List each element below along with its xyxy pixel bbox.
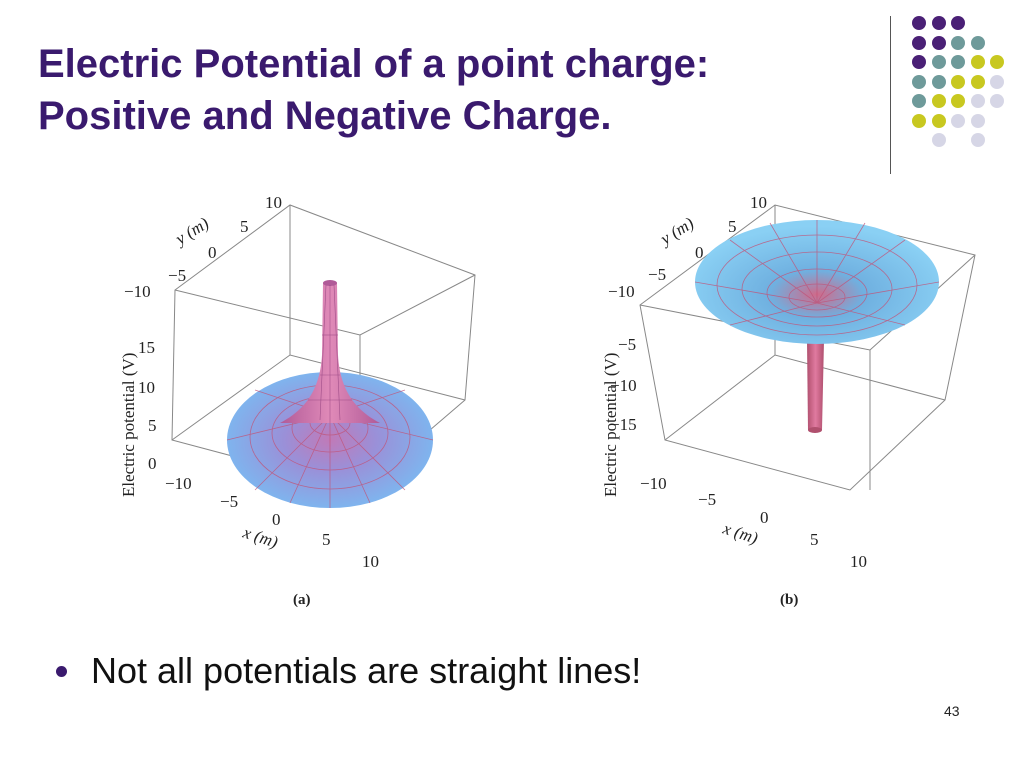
decorative-dot bbox=[970, 55, 985, 69]
decorative-dot bbox=[912, 55, 926, 69]
panel-a-v-tick: 10 bbox=[138, 378, 155, 397]
panel-b-v-tick: −5 bbox=[618, 335, 636, 354]
decorative-dot bbox=[951, 74, 965, 89]
slide-title-line-2: Positive and Negative Charge. bbox=[38, 94, 612, 138]
decorative-dot bbox=[970, 133, 985, 147]
panel-a-v-tick: 15 bbox=[138, 338, 155, 357]
panel-b-v-tick: −10 bbox=[610, 376, 637, 395]
decorative-dot bbox=[970, 113, 985, 128]
panel-a-spike-top bbox=[323, 280, 337, 286]
panel-a-v-axis-label: Electric potential (V) bbox=[119, 353, 138, 497]
panel-b-x-tick: 0 bbox=[760, 508, 769, 527]
panel-b-x-tick: −5 bbox=[698, 490, 716, 509]
decorative-dot bbox=[970, 74, 985, 89]
panel-a-x-tick: 10 bbox=[362, 552, 379, 571]
panel-a-x-tick: 5 bbox=[322, 530, 331, 549]
potential-figure: 10 5 0 −5 −10 y (m) 15 10 5 0 Electric p… bbox=[110, 185, 990, 615]
panel-b-x-tick: −10 bbox=[640, 474, 667, 493]
panel-a-y-tick: 5 bbox=[240, 217, 249, 236]
decorative-dot bbox=[951, 16, 965, 30]
slide-title: Electric Potential of a point charge: Po… bbox=[38, 38, 709, 142]
panel-b-y-tick: 10 bbox=[750, 193, 767, 212]
decorative-dot bbox=[912, 35, 926, 50]
decorative-dot-grid bbox=[900, 10, 1020, 170]
panel-a-v-tick: 0 bbox=[148, 454, 157, 473]
decorative-dot bbox=[951, 113, 965, 128]
bullet-item: Not all potentials are straight lines! bbox=[56, 650, 641, 692]
panel-a-x-tick: 0 bbox=[272, 510, 281, 529]
bullet-text: Not all potentials are straight lines! bbox=[91, 650, 642, 691]
panel-a-y-tick: 0 bbox=[208, 243, 217, 262]
panel-b-x-tick: 10 bbox=[850, 552, 867, 571]
decorative-dot bbox=[951, 35, 965, 50]
panel-a-caption: (a) bbox=[293, 592, 311, 608]
decorative-dot bbox=[951, 94, 965, 108]
panel-b-v-axis-label: Electric potential (V) bbox=[601, 353, 620, 497]
panel-b-y-tick: −10 bbox=[608, 282, 635, 301]
panel-a-y-axis-label: y (m) bbox=[170, 213, 212, 249]
panel-b-y-tick: 0 bbox=[695, 243, 704, 262]
decorative-dot bbox=[931, 133, 946, 147]
header-divider bbox=[890, 16, 891, 174]
decorative-dot bbox=[970, 35, 985, 50]
panel-b-mesh bbox=[694, 220, 940, 336]
panel-b-x-tick: 5 bbox=[810, 530, 819, 549]
panel-a: 10 5 0 −5 −10 y (m) 15 10 5 0 Electric p… bbox=[119, 193, 476, 608]
panel-a-v-tick: 5 bbox=[148, 416, 157, 435]
panel-b-y-tick: 5 bbox=[728, 217, 737, 236]
decorative-dot bbox=[990, 94, 1004, 108]
panel-a-spike-lines bbox=[308, 284, 352, 423]
panel-b-v-tick: −15 bbox=[610, 415, 637, 434]
panel-b-spike bbox=[807, 340, 824, 430]
panel-a-x-tick: −10 bbox=[165, 474, 192, 493]
panel-b-x-axis-label: x (m) bbox=[720, 518, 761, 547]
panel-a-y-tick: −5 bbox=[168, 266, 186, 285]
decorative-dot bbox=[912, 74, 926, 89]
panel-a-y-tick: 10 bbox=[265, 193, 282, 212]
decorative-dot bbox=[931, 113, 946, 128]
panel-b-spike-bottom bbox=[808, 427, 822, 433]
panel-a-x-tick: −5 bbox=[220, 492, 238, 511]
panel-b-caption: (b) bbox=[780, 592, 798, 608]
decorative-dot bbox=[912, 94, 926, 108]
panel-a-y-tick: −10 bbox=[124, 282, 151, 301]
decorative-dot bbox=[931, 35, 946, 50]
decorative-dot bbox=[970, 94, 985, 108]
panel-b: 10 5 0 −5 −10 y (m) −5 −10 −15 Electric … bbox=[601, 193, 976, 608]
panel-b-y-axis-label: y (m) bbox=[655, 213, 697, 249]
bullet-icon bbox=[56, 665, 67, 677]
decorative-dot bbox=[931, 55, 946, 69]
page-number: 43 bbox=[944, 703, 960, 719]
decorative-dot bbox=[990, 74, 1004, 89]
decorative-dot bbox=[951, 55, 965, 69]
potential-surface-plots: 10 5 0 −5 −10 y (m) 15 10 5 0 Electric p… bbox=[119, 193, 976, 608]
decorative-dot bbox=[912, 113, 926, 128]
decorative-dot bbox=[931, 94, 946, 108]
decorative-dot bbox=[912, 16, 926, 30]
decorative-dot bbox=[990, 55, 1004, 69]
slide-title-line-1: Electric Potential of a point charge: bbox=[38, 42, 710, 86]
decorative-dot bbox=[931, 74, 946, 89]
decorative-dot bbox=[931, 16, 946, 30]
panel-b-y-tick: −5 bbox=[648, 265, 666, 284]
